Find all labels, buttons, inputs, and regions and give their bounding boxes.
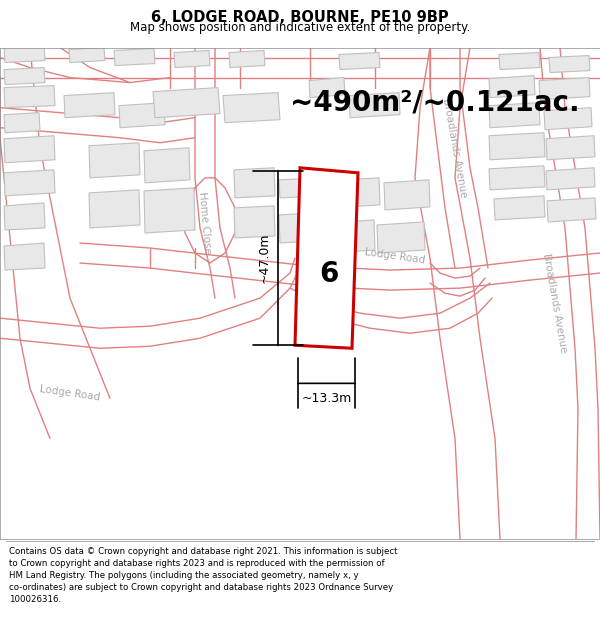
Polygon shape: [4, 46, 45, 63]
Polygon shape: [234, 206, 275, 238]
Polygon shape: [349, 92, 400, 118]
Polygon shape: [384, 180, 430, 210]
Polygon shape: [489, 132, 545, 160]
Polygon shape: [89, 190, 140, 228]
Text: ~47.0m: ~47.0m: [257, 232, 271, 283]
Polygon shape: [153, 88, 220, 118]
Polygon shape: [546, 168, 595, 190]
Polygon shape: [234, 168, 275, 198]
Polygon shape: [499, 52, 540, 69]
Polygon shape: [119, 102, 165, 127]
Polygon shape: [329, 220, 375, 253]
Polygon shape: [546, 136, 595, 160]
Text: Broadlands Avenue: Broadlands Avenue: [541, 253, 569, 354]
Polygon shape: [489, 166, 545, 190]
Polygon shape: [494, 196, 545, 220]
Text: Lodge Road: Lodge Road: [364, 247, 426, 265]
Polygon shape: [489, 76, 535, 98]
Text: 6: 6: [320, 259, 339, 288]
Polygon shape: [4, 86, 55, 107]
Polygon shape: [4, 203, 45, 230]
Polygon shape: [64, 92, 115, 118]
Polygon shape: [144, 188, 195, 233]
Text: ~13.3m: ~13.3m: [301, 392, 352, 405]
Polygon shape: [4, 136, 55, 162]
Polygon shape: [114, 49, 155, 66]
Text: 6, LODGE ROAD, BOURNE, PE10 9BP: 6, LODGE ROAD, BOURNE, PE10 9BP: [151, 9, 449, 24]
Text: Broadlands Avenue: Broadlands Avenue: [442, 98, 469, 198]
Polygon shape: [329, 178, 380, 208]
Polygon shape: [539, 78, 590, 99]
Polygon shape: [144, 148, 190, 183]
Text: Contains OS data © Crown copyright and database right 2021. This information is : Contains OS data © Crown copyright and d…: [9, 548, 398, 604]
Polygon shape: [295, 168, 358, 348]
Polygon shape: [547, 198, 596, 222]
Polygon shape: [4, 170, 55, 196]
Polygon shape: [223, 92, 280, 123]
Polygon shape: [69, 48, 105, 63]
Text: Lodge Road: Lodge Road: [39, 384, 101, 402]
Polygon shape: [339, 52, 380, 69]
Polygon shape: [549, 56, 590, 72]
Text: Home Close: Home Close: [197, 191, 213, 254]
Polygon shape: [544, 107, 592, 130]
Polygon shape: [174, 51, 210, 68]
Text: ~490m²/~0.121ac.: ~490m²/~0.121ac.: [290, 89, 580, 117]
Polygon shape: [229, 51, 265, 68]
Polygon shape: [279, 178, 320, 198]
Polygon shape: [4, 243, 45, 270]
Polygon shape: [377, 222, 425, 253]
Polygon shape: [279, 213, 315, 243]
Polygon shape: [89, 142, 140, 178]
Polygon shape: [4, 68, 45, 84]
Text: Map shows position and indicative extent of the property.: Map shows position and indicative extent…: [130, 21, 470, 34]
Polygon shape: [489, 102, 540, 127]
Polygon shape: [4, 112, 40, 132]
Polygon shape: [309, 78, 345, 98]
